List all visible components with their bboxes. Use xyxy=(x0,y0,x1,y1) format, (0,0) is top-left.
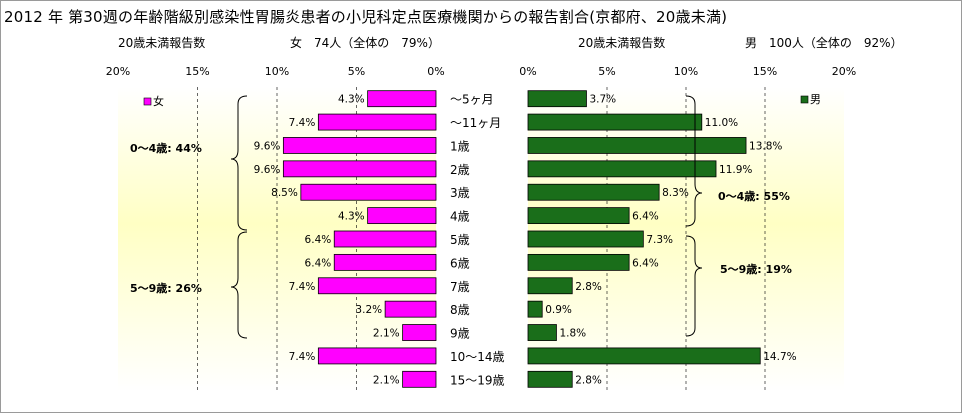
category-label: 9歳 xyxy=(450,327,470,341)
male-bar xyxy=(527,137,747,154)
female-annotation-0-4: 0～4歳: 44% xyxy=(130,141,202,155)
female-tick-label: 0% xyxy=(427,65,444,78)
female-bar xyxy=(317,277,437,295)
male-value-label: 6.4% xyxy=(632,257,659,269)
male-value-label: 1.8% xyxy=(559,328,586,340)
male-value-label: 11.0% xyxy=(705,117,738,129)
female-bar xyxy=(300,183,437,201)
female-bar xyxy=(402,324,437,341)
male-bar xyxy=(527,113,703,131)
male-bar xyxy=(527,300,543,318)
category-label: 4歳 xyxy=(450,210,470,224)
male-brace-5-9 xyxy=(685,235,703,337)
male-bar xyxy=(527,160,717,178)
female-annotation-5-9: 5～9歳: 26% xyxy=(130,281,202,295)
male-brace-0-4 xyxy=(685,95,703,227)
male-bar xyxy=(527,324,557,341)
male-header-label: 20歳未満報告数 xyxy=(578,36,666,50)
category-label: 5歳 xyxy=(450,233,470,247)
female-value-label: 4.3% xyxy=(338,94,365,106)
female-header-label: 20歳未満報告数 xyxy=(118,36,206,50)
category-label: ～5ヶ月 xyxy=(450,93,494,107)
male-tick-label: 0% xyxy=(519,65,536,78)
female-bar xyxy=(333,253,437,271)
male-value-label: 14.7% xyxy=(763,351,796,363)
male-annotation-5-9: 5～9歳: 19% xyxy=(720,262,792,276)
female-bar xyxy=(333,230,437,248)
female-header-summary: 女 74人（全体の 79%） xyxy=(290,36,440,50)
male-bar xyxy=(527,207,630,225)
male-tick-label: 15% xyxy=(753,65,777,78)
female-value-label: 9.6% xyxy=(254,140,281,152)
female-tick-label: 20% xyxy=(106,65,130,78)
female-bar xyxy=(317,113,437,131)
female-value-label: 7.4% xyxy=(289,117,316,129)
male-value-label: 8.3% xyxy=(662,187,689,199)
female-brace-5-9 xyxy=(230,231,248,339)
female-legend-label: 女 xyxy=(153,94,164,108)
female-tick-label: 5% xyxy=(348,65,365,78)
female-value-label: 9.6% xyxy=(254,164,281,176)
male-annotation-0-4: 0～4歳: 55% xyxy=(718,189,790,203)
male-bar xyxy=(527,277,573,295)
male-bar xyxy=(527,183,660,201)
male-tick-label: 5% xyxy=(598,65,615,78)
female-bar xyxy=(317,347,437,365)
female-value-label: 8.5% xyxy=(271,187,298,199)
male-value-label: 2.8% xyxy=(575,374,602,386)
male-value-label: 6.4% xyxy=(632,211,659,223)
male-value-label: 11.9% xyxy=(719,164,752,176)
male-value-label: 0.9% xyxy=(545,304,572,316)
male-value-label: 13.8% xyxy=(749,140,782,152)
male-value-label: 7.3% xyxy=(646,234,673,246)
female-value-label: 6.4% xyxy=(305,257,332,269)
category-label: 7歳 xyxy=(450,280,470,294)
female-bar xyxy=(402,370,437,388)
female-bar xyxy=(367,90,437,108)
female-value-label: 7.4% xyxy=(289,281,316,293)
male-value-label: 3.7% xyxy=(589,94,616,106)
female-bar xyxy=(367,207,437,225)
female-tick-label: 15% xyxy=(185,65,209,78)
female-value-label: 4.3% xyxy=(338,211,365,223)
male-header-summary: 男 100人（全体の 92%） xyxy=(745,36,903,50)
male-value-label: 2.8% xyxy=(575,281,602,293)
female-value-label: 3.2% xyxy=(355,304,382,316)
category-label: ～11ヶ月 xyxy=(450,116,501,130)
female-value-label: 2.1% xyxy=(373,374,400,386)
category-label: 6歳 xyxy=(450,256,470,270)
category-label: 10～14歳 xyxy=(450,350,505,364)
female-bar xyxy=(384,300,437,318)
female-bar xyxy=(282,160,437,178)
female-bar xyxy=(282,137,437,154)
female-brace-0-4 xyxy=(230,95,248,231)
female-value-label: 7.4% xyxy=(289,351,316,363)
female-value-label: 2.1% xyxy=(373,328,400,340)
male-legend-swatch xyxy=(800,95,809,104)
chart-title: 2012 年 第30週の年齢階級別感染性胃腸炎患者の小児科定点医療機関からの報告… xyxy=(4,8,728,26)
male-bar xyxy=(527,230,644,248)
category-label: 1歳 xyxy=(450,139,470,153)
category-label: 15～19歳 xyxy=(450,373,505,387)
category-label: 8歳 xyxy=(450,303,470,317)
category-label: 2歳 xyxy=(450,163,470,177)
category-label: 3歳 xyxy=(450,186,470,200)
female-legend-swatch xyxy=(143,97,152,106)
male-legend-label: 男 xyxy=(810,93,821,106)
female-value-label: 6.4% xyxy=(305,234,332,246)
female-tick-label: 10% xyxy=(265,65,289,78)
male-bar xyxy=(527,90,587,108)
male-bar xyxy=(527,347,761,365)
male-bar xyxy=(527,253,630,271)
male-tick-label: 10% xyxy=(674,65,698,78)
male-tick-label: 20% xyxy=(832,65,856,78)
male-bar xyxy=(527,370,573,388)
